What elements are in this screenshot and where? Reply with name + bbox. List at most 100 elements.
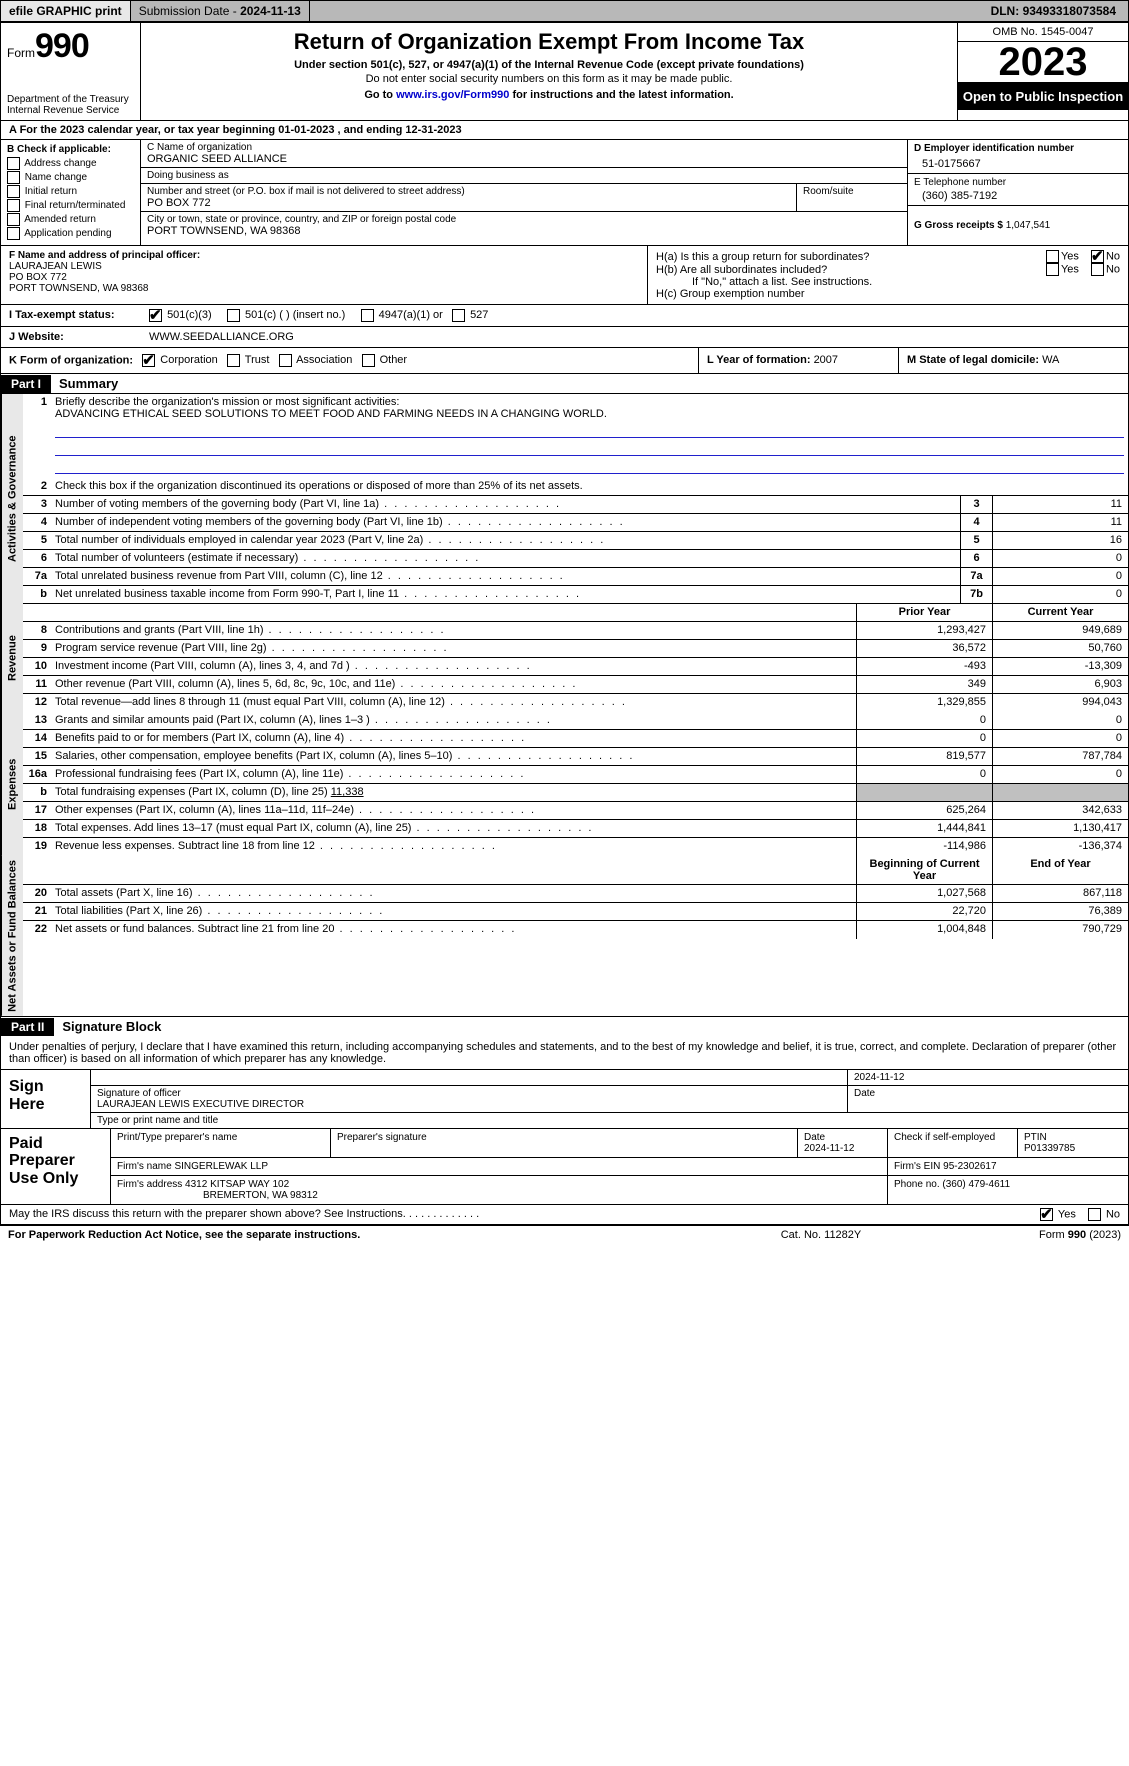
chk-corp[interactable]: Corporation — [142, 354, 218, 366]
line-text: Net unrelated business taxable income fr… — [51, 586, 960, 603]
checkbox-icon — [7, 171, 20, 184]
sign-here-block: Sign Here 2024-11-12 Signature of office… — [1, 1070, 1128, 1129]
checkbox-icon — [1091, 263, 1104, 276]
vtab-governance: Activities & Governance — [1, 394, 23, 604]
hb-yes[interactable]: Yes — [1046, 263, 1079, 276]
pra-notice: For Paperwork Reduction Act Notice, see … — [8, 1229, 721, 1241]
summary-line: 6 Total number of volunteers (estimate i… — [23, 550, 1128, 568]
m-label: M State of legal domicile: — [907, 354, 1042, 366]
vtab-net-assets: Net Assets or Fund Balances — [1, 856, 23, 1016]
col-begin-year: Beginning of Current Year — [856, 856, 992, 884]
summary-governance: Activities & Governance 1 Briefly descri… — [1, 394, 1128, 604]
line-value: 11 — [992, 514, 1128, 531]
current-year-value: 0 — [992, 730, 1128, 747]
firm-addr1-value: 4312 KITSAP WAY 102 — [185, 1179, 289, 1190]
website-value: WWW.SEEDALLIANCE.ORG — [141, 327, 1128, 347]
governance-body: 1 Briefly describe the organization's mi… — [23, 394, 1128, 604]
part-2-header: Part II Signature Block — [1, 1017, 1128, 1037]
line-num: 5 — [23, 532, 51, 549]
line-num: 18 — [23, 820, 51, 837]
col-b-checkboxes: B Check if applicable: Address change Na… — [1, 140, 141, 245]
hb-no[interactable]: No — [1091, 263, 1120, 276]
firm-ein-label: Firm's EIN — [894, 1161, 943, 1172]
line-num: 17 — [23, 802, 51, 819]
ein-cell: D Employer identification number 51-0175… — [908, 140, 1128, 174]
l-value: 2007 — [814, 354, 838, 366]
mission-label: Briefly describe the organization's miss… — [55, 396, 399, 408]
prior-year-value: 1,004,848 — [856, 921, 992, 939]
summary-line: 8 Contributions and grants (Part VIII, l… — [23, 622, 1128, 640]
checkbox-icon — [7, 213, 20, 226]
ha-no[interactable]: No — [1091, 250, 1120, 263]
checkbox-icon — [1046, 250, 1059, 263]
prior-year-value: 36,572 — [856, 640, 992, 657]
date-label: Date — [848, 1086, 1128, 1112]
current-year-value: -13,309 — [992, 658, 1128, 675]
line-text: Other expenses (Part IX, column (A), lin… — [51, 802, 856, 819]
firm-ein-value: 95-2302617 — [943, 1161, 996, 1172]
col-end-year: End of Year — [992, 856, 1128, 884]
chk-initial-return[interactable]: Initial return — [7, 185, 134, 198]
efile-print-button[interactable]: efile GRAPHIC print — [1, 1, 131, 21]
current-year-value: 0 — [992, 766, 1128, 783]
ha-yes[interactable]: Yes — [1046, 250, 1079, 263]
line-num: 11 — [23, 676, 51, 693]
checkbox-icon — [7, 227, 20, 240]
summary-line: 15 Salaries, other compensation, employe… — [23, 748, 1128, 766]
form-title: Return of Organization Exempt From Incom… — [151, 29, 947, 55]
chk-527[interactable]: 527 — [452, 309, 488, 321]
line-text: Total number of individuals employed in … — [51, 532, 960, 549]
header-left: Form990 Department of the Treasury Inter… — [1, 23, 141, 120]
vtab-revenue: Revenue — [1, 604, 23, 712]
may-text: May the IRS discuss this return with the… — [9, 1208, 1028, 1220]
sign-here-body: 2024-11-12 Signature of officer LAURAJEA… — [91, 1070, 1128, 1128]
tax-status-options: 501(c)(3) 501(c) ( ) (insert no.) 4947(a… — [141, 305, 1128, 326]
dln-label: DLN: — [991, 4, 1023, 18]
current-year-value: -136,374 — [992, 838, 1128, 856]
dba-cell: Doing business as — [141, 168, 907, 184]
may-irs-discuss: May the IRS discuss this return with the… — [1, 1205, 1128, 1225]
irs-link[interactable]: www.irs.gov/Form990 — [396, 89, 509, 101]
line-num: b — [23, 784, 51, 801]
summary-revenue: Revenue Prior Year Current Year 8 Contri… — [1, 604, 1128, 712]
chk-name-change[interactable]: Name change — [7, 171, 134, 184]
chk-501c3[interactable]: 501(c)(3) — [149, 309, 212, 321]
chk-amended-return[interactable]: Amended return — [7, 213, 134, 226]
chk-trust[interactable]: Trust — [227, 354, 270, 366]
website-label: J Website: — [1, 327, 141, 347]
line-text: Total number of volunteers (estimate if … — [51, 550, 960, 567]
line-num: 6 — [23, 550, 51, 567]
chk-app-pending[interactable]: Application pending — [7, 227, 134, 240]
chk-501c[interactable]: 501(c) ( ) (insert no.) — [227, 309, 345, 321]
checkbox-icon — [452, 309, 465, 322]
grey-cell — [856, 784, 992, 801]
checkbox-icon — [362, 354, 375, 367]
firm-name-value: SINGERLEWAK LLP — [174, 1161, 268, 1172]
checkbox-icon — [7, 157, 20, 170]
line-box: 6 — [960, 550, 992, 567]
line-num: 7a — [23, 568, 51, 585]
may-yes[interactable]: Yes — [1040, 1208, 1076, 1221]
prior-year-value: 1,329,855 — [856, 694, 992, 712]
part-1-header: Part I Summary — [1, 374, 1128, 394]
chk-address-change[interactable]: Address change — [7, 157, 134, 170]
city-label: City or town, state or province, country… — [147, 214, 901, 225]
prep-date-label: Date — [804, 1132, 881, 1143]
sig-officer-label: Signature of officer — [97, 1088, 841, 1099]
part-2-badge: Part II — [1, 1018, 54, 1036]
chk-assoc[interactable]: Association — [279, 354, 353, 366]
line-text: Revenue less expenses. Subtract line 18 … — [51, 838, 856, 856]
summary-line: 19 Revenue less expenses. Subtract line … — [23, 838, 1128, 856]
ssn-notice: Do not enter social security numbers on … — [151, 73, 947, 85]
part-1-title: Summary — [51, 374, 126, 393]
firm-name-row: Firm's name SINGERLEWAK LLP Firm's EIN 9… — [111, 1158, 1128, 1176]
summary-expenses: Expenses 13 Grants and similar amounts p… — [1, 712, 1128, 856]
line-num: 4 — [23, 514, 51, 531]
line-num: 14 — [23, 730, 51, 747]
may-no[interactable]: No — [1088, 1208, 1120, 1221]
chk-final-return[interactable]: Final return/terminated — [7, 199, 134, 212]
chk-other[interactable]: Other — [362, 354, 408, 366]
city-value: PORT TOWNSEND, WA 98368 — [147, 225, 901, 237]
line-text: Total assets (Part X, line 16) — [51, 885, 856, 902]
chk-4947[interactable]: 4947(a)(1) or — [361, 309, 443, 321]
